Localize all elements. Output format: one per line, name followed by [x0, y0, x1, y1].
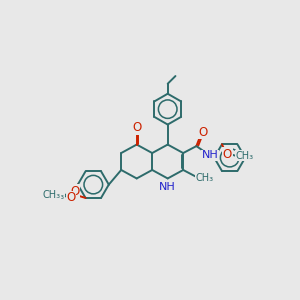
- Text: CH₃: CH₃: [236, 151, 253, 161]
- Text: CH₃: CH₃: [196, 173, 214, 184]
- Text: O: O: [70, 184, 79, 197]
- Text: NH: NH: [202, 150, 219, 160]
- Text: CH₃: CH₃: [42, 190, 61, 200]
- Text: O: O: [66, 191, 76, 204]
- Text: O: O: [223, 148, 232, 161]
- Text: O: O: [132, 121, 141, 134]
- Text: O: O: [198, 126, 207, 139]
- Text: NH: NH: [159, 182, 176, 192]
- Text: CH₃: CH₃: [46, 191, 64, 201]
